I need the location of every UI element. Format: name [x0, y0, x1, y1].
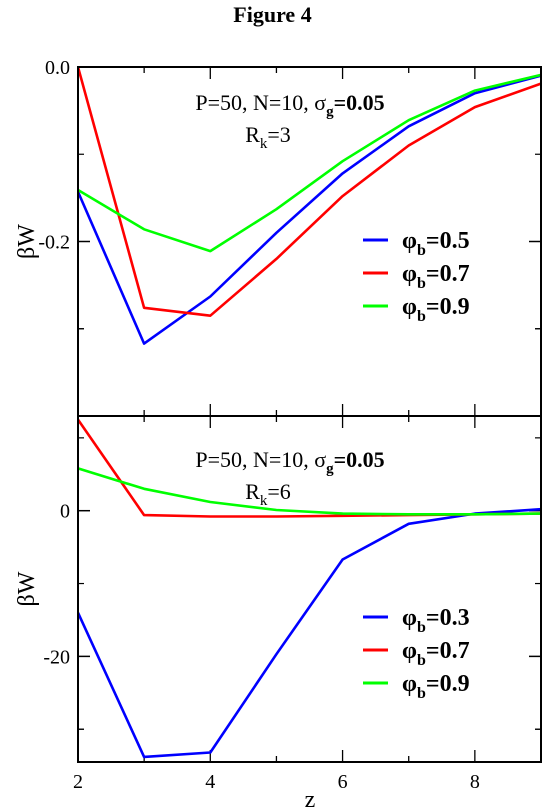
legend-label: φb=0.9: [402, 671, 470, 702]
legend-label: φb=0.3: [402, 605, 470, 636]
y-tick-label: 0: [60, 501, 70, 523]
x-tick-label: 8: [470, 771, 480, 793]
annotation-params: P=50, N=10, σg=0.05: [195, 90, 384, 120]
y-tick-label: 0.0: [45, 57, 70, 79]
y-tick-label: -0.2: [38, 232, 70, 254]
x-axis-label: z: [305, 787, 316, 807]
legend-label: φb=0.5: [402, 228, 470, 259]
annotation-params: P=50, N=10, σg=0.05: [195, 447, 384, 477]
series-line-07: [78, 67, 541, 318]
plot-frame: [77, 415, 542, 763]
figure-title: Figure 4: [233, 2, 312, 27]
plot-frame: [77, 66, 542, 417]
legend: φb=0.3φb=0.7φb=0.9: [363, 605, 470, 702]
series-line-09: [78, 467, 541, 516]
series-group: [78, 67, 541, 345]
annotation-rk: Rk=3: [245, 122, 291, 152]
legend: φb=0.5φb=0.7φb=0.9: [363, 228, 470, 325]
series-group: [78, 418, 541, 759]
annotation-rk: Rk=6: [245, 479, 291, 509]
y-tick-label: -20: [43, 646, 70, 668]
legend-label: φb=0.9: [402, 294, 470, 325]
y-axis-label: βW: [14, 571, 40, 606]
y-axis-label: βW: [14, 224, 40, 259]
series-line-03: [78, 507, 541, 759]
series-line-09: [78, 73, 541, 253]
x-tick-label: 4: [205, 771, 215, 793]
x-tick-label: 6: [338, 771, 348, 793]
x-tick-label: 2: [73, 771, 83, 793]
legend-label: φb=0.7: [402, 261, 470, 292]
legend-label: φb=0.7: [402, 638, 470, 669]
series-line-05: [78, 74, 541, 345]
